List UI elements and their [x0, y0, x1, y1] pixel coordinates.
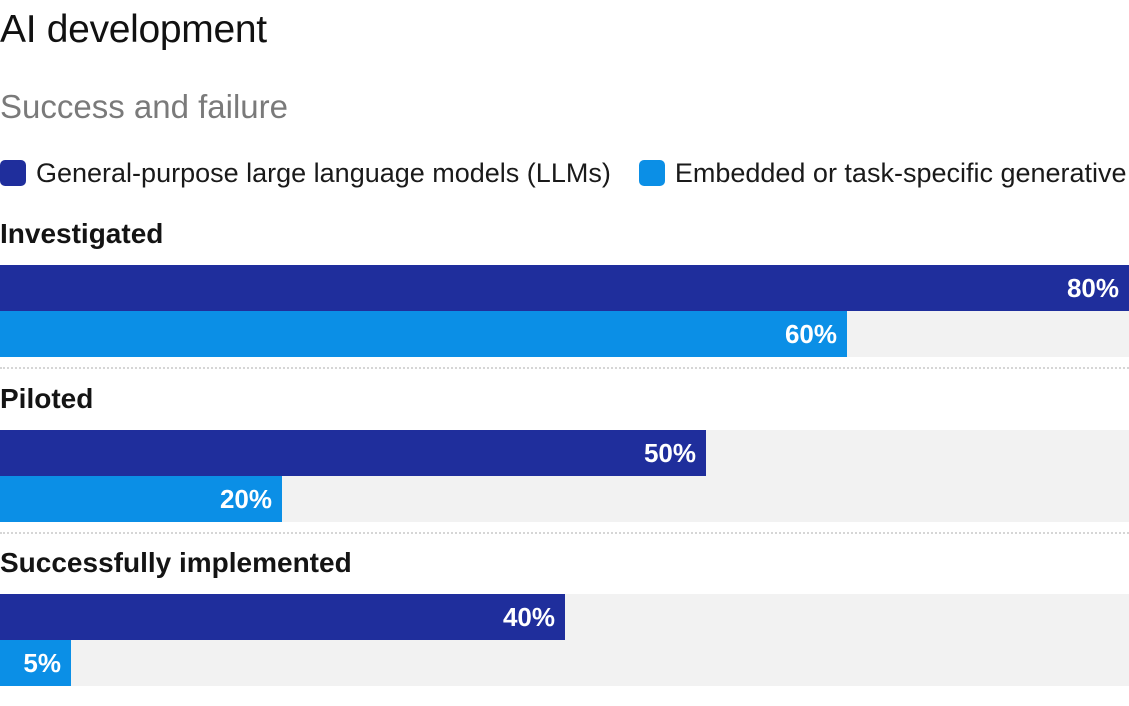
bar-successfully-implemented-llms: 40%	[0, 594, 565, 640]
chart-subtitle: Success and failure	[0, 88, 288, 125]
bar-track-investigated-embedded: 60%	[0, 311, 1129, 357]
bar-track-successfully-implemented-embedded: 5%	[0, 640, 1129, 686]
bar-value-label-successfully-implemented-llms: 40%	[502, 602, 555, 632]
legend-label-llms: General-purpose large language models (L…	[36, 157, 611, 188]
bar-value-label-successfully-implemented-embedded: 5%	[23, 648, 61, 678]
bar-track-piloted-embedded: 20%	[0, 476, 1129, 522]
legend-swatch-llms	[0, 160, 26, 186]
group-divider	[0, 367, 1129, 369]
group-label-piloted: Piloted	[0, 383, 94, 414]
legend-label-embedded: Embedded or task-specific generative AI	[674, 157, 1129, 188]
bar-investigated-llms: 80%	[0, 265, 1129, 311]
bar-investigated-embedded: 60%	[0, 311, 847, 357]
legend-item-llms: General-purpose large language models (L…	[0, 158, 611, 189]
bar-piloted-embedded: 20%	[0, 476, 282, 522]
chart-title: AI development	[0, 8, 267, 51]
group-divider	[0, 532, 1129, 534]
bar-track-piloted-llms: 50%	[0, 430, 1129, 476]
group-label-successfully-implemented: Successfully implemented	[0, 547, 352, 578]
group-label-investigated: Investigated	[0, 218, 164, 249]
bar-value-label-investigated-embedded: 60%	[784, 319, 837, 349]
bar-value-label-piloted-embedded: 20%	[219, 484, 272, 514]
bar-track-successfully-implemented-llms: 40%	[0, 594, 1129, 640]
bar-successfully-implemented-embedded: 5%	[0, 640, 71, 686]
bar-value-label-piloted-llms: 50%	[643, 438, 696, 468]
bar-value-label-investigated-llms: 80%	[1066, 273, 1119, 303]
legend-item-embedded: Embedded or task-specific generative AI	[638, 157, 1129, 189]
legend-swatch-embedded	[638, 160, 665, 186]
bar-piloted-llms: 50%	[0, 430, 706, 476]
chart-legend: General-purpose large language models (L…	[0, 156, 1129, 190]
bar-track-investigated-llms: 80%	[0, 265, 1129, 311]
